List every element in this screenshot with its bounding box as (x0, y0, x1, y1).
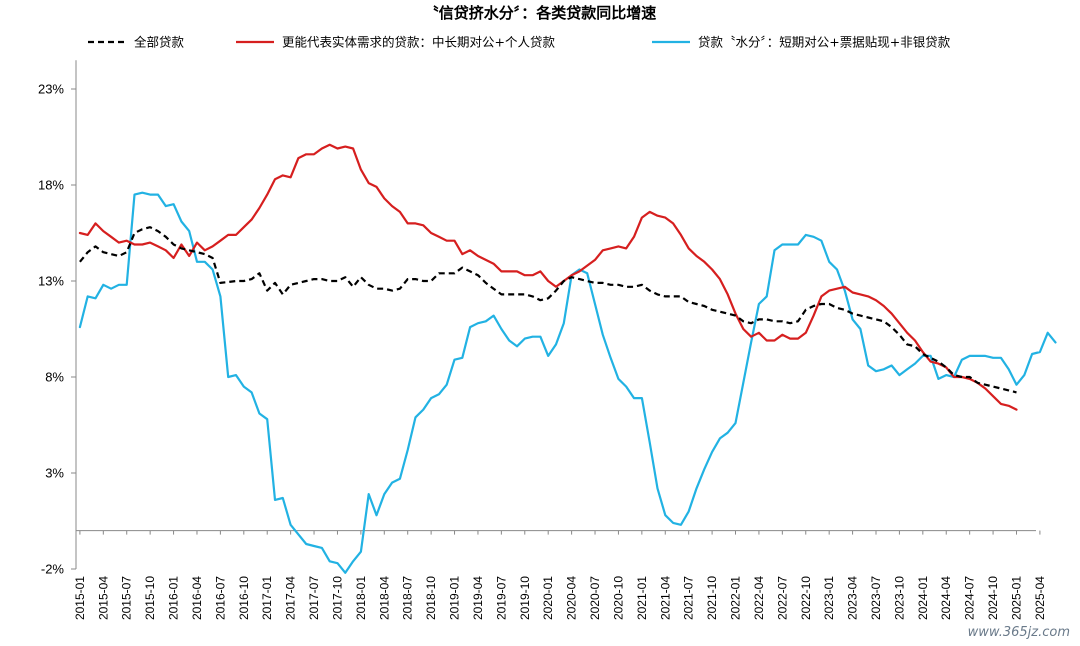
x-tick-label: 2024-04 (939, 576, 953, 620)
x-tick-label: 2021-01 (635, 576, 649, 620)
x-tick-label: 2017-10 (330, 576, 344, 620)
legend-item-1: 更能代表实体需求的贷款：中长期对公+个人贷款 (236, 35, 555, 50)
legend-label: 更能代表实体需求的贷款：中长期对公+个人贷款 (282, 35, 555, 50)
x-tick-label: 2023-07 (869, 576, 883, 620)
x-tick-label: 2021-10 (705, 576, 719, 620)
legend-item-0: 全部贷款 (88, 35, 185, 50)
x-tick-label: 2024-01 (916, 576, 930, 620)
x-tick-label: 2019-07 (494, 576, 508, 620)
x-tick-label: 2016-01 (167, 576, 181, 620)
legend: 全部贷款 更能代表实体需求的贷款：中长期对公+个人贷款 贷款〝水分〞：短期对公+票据… (88, 35, 951, 50)
x-tick-label: 2023-10 (892, 576, 906, 620)
x-tick-label: 2019-04 (471, 576, 485, 620)
x-tick-label: 2018-04 (377, 576, 391, 620)
y-axis: 23% 18% 13% 8% 3% -2% (38, 60, 77, 577)
x-tick-label: 2020-04 (565, 576, 579, 620)
series-line-0 (79, 226, 1017, 394)
y-tick-label: 13% (38, 274, 64, 289)
x-tick-label: 2017-07 (307, 576, 321, 620)
x-tick-label: 2021-07 (682, 576, 696, 620)
watermark: www.365jz.com (968, 625, 1070, 640)
x-tick-label: 2022-01 (729, 576, 743, 620)
y-tick-label: 23% (38, 82, 64, 97)
x-tick-label: 2022-07 (775, 576, 789, 620)
x-tick-label: 2020-07 (588, 576, 602, 620)
x-tick-label: 2020-01 (541, 576, 555, 620)
x-tick-label: 2015-04 (96, 576, 110, 620)
x-tick-label: 2022-10 (799, 576, 813, 620)
x-tick-label: 2018-07 (401, 576, 415, 620)
x-tick-label: 2024-07 (963, 576, 977, 620)
y-tick-label: 18% (38, 178, 64, 193)
x-tick-label: 2017-04 (284, 576, 298, 620)
series-line-2 (78, 191, 1057, 574)
x-tick-label: 2018-01 (354, 576, 368, 620)
x-tick-label: 2016-04 (190, 576, 204, 620)
x-tick-label: 2025-04 (1033, 576, 1047, 620)
y-tick-label: 8% (45, 370, 64, 385)
x-tick-label: 2025-01 (1009, 576, 1023, 620)
x-tick-label: 2015-01 (73, 576, 87, 620)
series-line-1 (78, 143, 1018, 411)
x-tick-label: 2019-10 (518, 576, 532, 620)
legend-label: 全部贷款 (134, 35, 185, 50)
x-tick-label: 2023-04 (846, 576, 860, 620)
plot-lines (78, 143, 1057, 574)
x-tick-label: 2024-10 (986, 576, 1000, 620)
legend-label: 贷款〝水分〞：短期对公+票据贴现+非银贷款 (698, 35, 951, 50)
chart-title: 〝信贷挤水分〞：各类贷款同比增速 (424, 4, 657, 22)
x-axis: 2015-01 2015-04 2015-07 2015-10 2016-01 2016-… (73, 530, 1047, 620)
x-tick-label: 2023-01 (822, 576, 836, 620)
x-tick-label: 2016-10 (237, 576, 251, 620)
x-tick-label: 2022-04 (752, 576, 766, 620)
x-tick-label: 2015-07 (120, 576, 134, 620)
x-tick-label: 2020-10 (611, 576, 625, 620)
x-tick-label: 2019-01 (448, 576, 462, 620)
x-tick-label: 2017-01 (260, 576, 274, 620)
y-tick-label: 3% (45, 466, 64, 481)
x-tick-label: 2018-10 (424, 576, 438, 620)
y-tick-label: -2% (41, 562, 65, 577)
x-tick-label: 2016-07 (213, 576, 227, 620)
legend-item-2: 贷款〝水分〞：短期对公+票据贴现+非银贷款 (652, 35, 951, 50)
x-tick-label: 2021-04 (658, 576, 672, 620)
x-tick-label: 2015-10 (143, 576, 157, 620)
